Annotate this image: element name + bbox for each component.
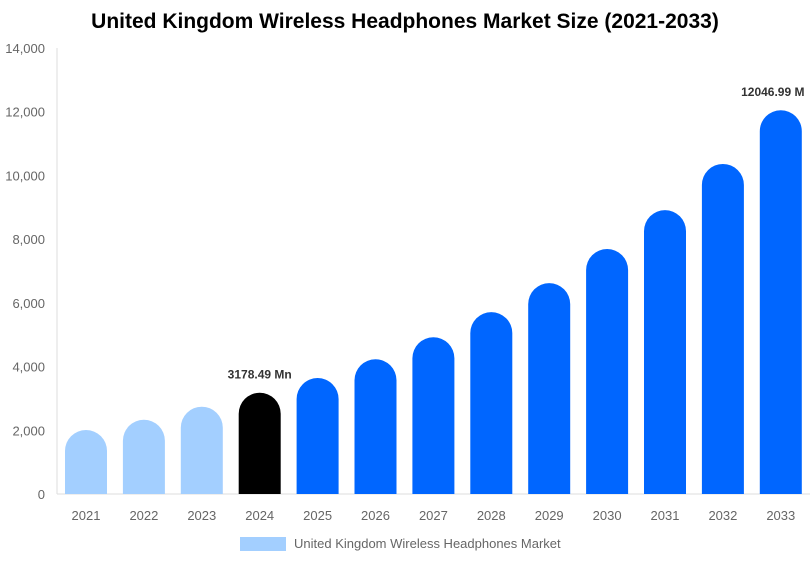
x-tick-label: 2023 (187, 508, 216, 523)
x-tick-label: 2025 (303, 508, 332, 523)
x-tick-label: 2024 (245, 508, 274, 523)
bar-2022 (122, 419, 165, 494)
bar-2028 (470, 312, 513, 494)
y-tick-label: 4,000 (12, 360, 45, 375)
y-tick-label: 10,000 (5, 168, 45, 183)
bar-2026 (354, 359, 397, 494)
data-label-2033: 12046.99 M (741, 85, 804, 99)
x-tick-label: 2031 (651, 508, 680, 523)
x-tick-label: 2032 (708, 508, 737, 523)
y-tick-label: 14,000 (5, 41, 45, 56)
bar-2029 (528, 283, 571, 494)
bar-2025 (296, 378, 339, 494)
bar-2031 (644, 210, 686, 494)
y-tick-label: 8,000 (12, 232, 45, 247)
chart-title: United Kingdom Wireless Headphones Marke… (91, 10, 719, 33)
x-tick-label: 2027 (419, 508, 448, 523)
y-tick-label: 0 (38, 487, 45, 502)
x-tick-label: 2021 (72, 508, 101, 523)
x-tick-label: 2029 (535, 508, 564, 523)
legend-swatch (240, 536, 286, 551)
y-tick-label: 12,000 (5, 105, 45, 120)
bar-2024 (238, 392, 281, 494)
x-tick-label: 2022 (129, 508, 158, 523)
bar-2030 (586, 249, 629, 494)
y-tick-label: 6,000 (12, 296, 45, 311)
bar-2023 (180, 406, 223, 494)
y-tick-label: 2,000 (12, 423, 45, 438)
bar-2032 (701, 163, 744, 494)
legend-label: United Kingdom Wireless Headphones Marke… (294, 536, 561, 551)
bar-2021 (65, 429, 107, 494)
legend: United Kingdom Wireless Headphones Marke… (240, 536, 561, 551)
bar-2033 (759, 110, 802, 494)
data-label-2024: 3178.49 Mn (228, 368, 292, 382)
x-tick-label: 2033 (766, 508, 795, 523)
x-tick-label: 2026 (361, 508, 390, 523)
x-tick-label: 2028 (477, 508, 506, 523)
bar-2027 (412, 337, 455, 494)
x-tick-label: 2030 (593, 508, 622, 523)
